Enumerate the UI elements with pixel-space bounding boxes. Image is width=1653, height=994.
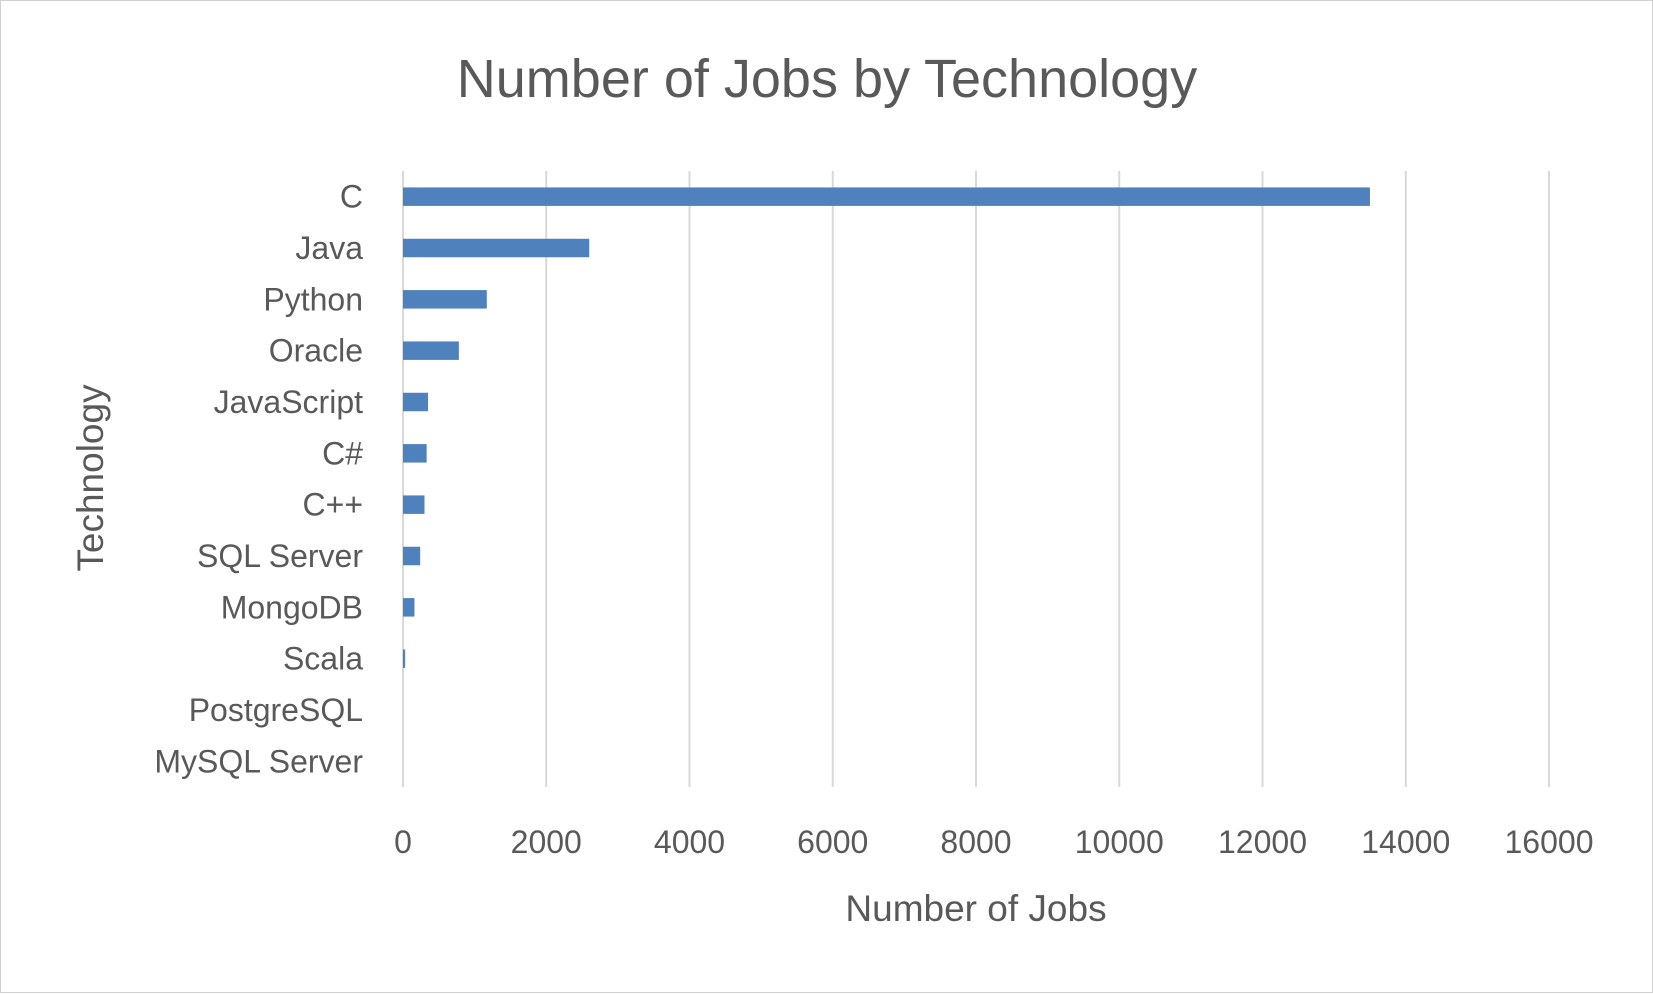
gridlines — [402, 171, 1550, 787]
category-label: Java — [295, 230, 363, 266]
bar-javascript — [403, 392, 429, 412]
category-label: MongoDB — [221, 589, 363, 625]
bars — [403, 187, 1370, 668]
category-label: JavaScript — [214, 384, 364, 420]
category-label: Oracle — [269, 333, 363, 369]
category-label: C# — [322, 435, 363, 471]
x-tick-label: 10000 — [1075, 824, 1164, 860]
bar-java — [403, 238, 590, 258]
category-label: C — [340, 179, 363, 215]
category-label: PostgreSQL — [189, 692, 363, 728]
bar-scala — [403, 649, 406, 668]
x-axis-title: Number of Jobs — [845, 888, 1106, 929]
y-axis-title: Technology — [70, 384, 111, 572]
x-tick-labels: 0 2000 4000 6000 8000 10000 12000 14000 16000 — [394, 824, 1593, 860]
bar-mongodb — [403, 598, 415, 617]
bar-c — [403, 187, 1370, 206]
category-label: MySQL Server — [154, 743, 363, 779]
bar-c- — [403, 495, 425, 514]
category-label: C++ — [303, 487, 363, 523]
category-label: Python — [263, 281, 363, 317]
x-tick-label: 6000 — [797, 824, 868, 860]
chart-title: Number of Jobs by Technology — [457, 49, 1197, 109]
bar-oracle — [403, 341, 459, 360]
category-label: Scala — [283, 641, 363, 677]
bar-c- — [403, 444, 427, 463]
x-tick-label: 14000 — [1361, 824, 1450, 860]
x-tick-label: 8000 — [940, 824, 1011, 860]
x-tick-label: 16000 — [1505, 824, 1594, 860]
x-tick-label: 4000 — [654, 824, 725, 860]
bar-sql-server — [403, 546, 421, 566]
category-label: SQL Server — [197, 538, 363, 574]
x-tick-label: 0 — [394, 824, 412, 860]
x-tick-label: 12000 — [1218, 824, 1307, 860]
x-tick-label: 2000 — [511, 824, 582, 860]
category-labels: C Java Python Oracle JavaScript C# C++ SQL Serv… — [154, 179, 363, 780]
bar-python — [403, 290, 487, 309]
